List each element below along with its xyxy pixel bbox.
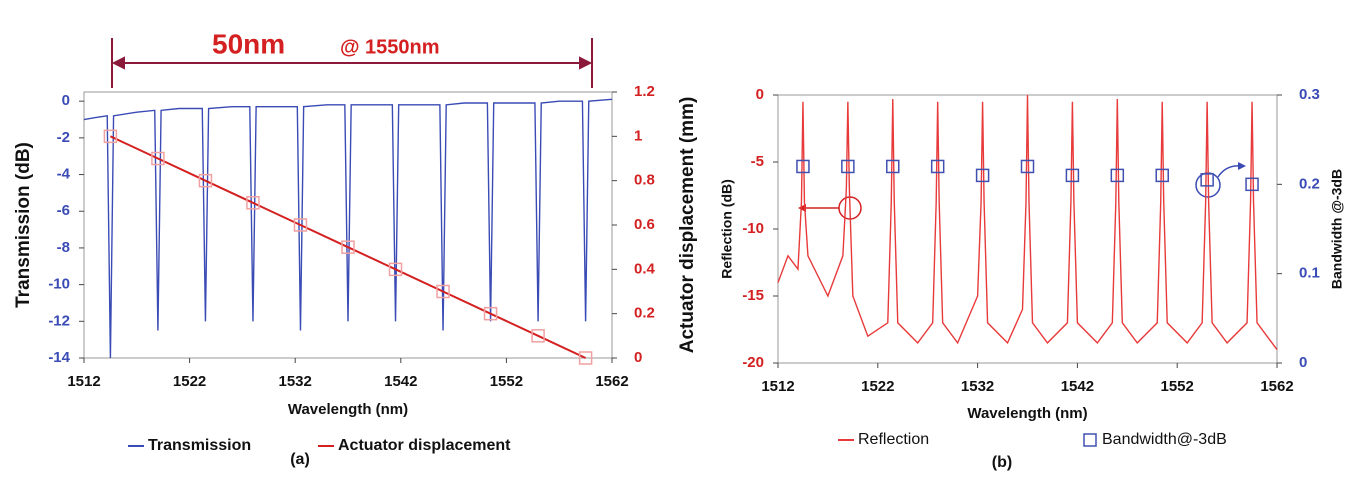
x-tick-label: 1562 — [595, 373, 628, 390]
y2-tick-label: 0.8 — [634, 172, 655, 189]
x-tick-label: 1522 — [861, 378, 894, 395]
y-tick-label: -10 — [742, 220, 764, 237]
y2-tick-label: 1 — [634, 127, 642, 144]
y2-tick-label: 0.4 — [634, 260, 656, 277]
x-tick-label: 1532 — [961, 378, 994, 395]
marker — [1245, 177, 1259, 192]
marker — [1200, 173, 1214, 187]
series-line — [83, 98, 613, 359]
legend-swatch — [1083, 433, 1097, 447]
y-tick-label: -2 — [57, 129, 70, 146]
marker — [1020, 159, 1035, 174]
marker — [198, 173, 213, 188]
marker — [841, 159, 855, 174]
y2-tick-label: 0 — [634, 349, 642, 366]
span-arrow — [111, 38, 593, 88]
legend-label: Actuator displacement — [338, 437, 511, 454]
x-tick-label: 1522 — [173, 373, 206, 390]
y-tick-label: -8 — [57, 239, 70, 256]
y-axis-label: Transmission (dB) — [13, 142, 34, 308]
marker — [1110, 168, 1125, 183]
marker — [930, 159, 945, 174]
marker — [796, 159, 810, 174]
marker — [151, 151, 165, 166]
series-line — [777, 94, 1278, 351]
y-tick-label: -10 — [48, 276, 70, 293]
x-axis-label: Wavelength (nm) — [967, 405, 1087, 422]
x-tick-label: 1552 — [1161, 378, 1194, 395]
y2-tick-label: 0.3 — [1299, 86, 1320, 103]
panel-label: (b) — [992, 454, 1012, 471]
y2-axis-label: Actuator displacement (mm) — [677, 97, 698, 354]
panel-label: (a) — [290, 451, 310, 468]
annotation: 50nm — [212, 28, 285, 59]
marker — [388, 262, 403, 277]
y-tick-label: -14 — [48, 349, 70, 366]
marker — [483, 306, 498, 321]
y2-tick-label: 0.1 — [1299, 265, 1320, 282]
marker — [578, 351, 593, 365]
marker — [886, 159, 900, 174]
y-axis-label: Reflection (dB) — [719, 179, 735, 279]
legend-label: Reflection — [858, 431, 929, 448]
marker — [975, 168, 990, 183]
y-tick-label: 0 — [756, 86, 764, 103]
marker — [103, 129, 118, 144]
y2-tick-label: 0.6 — [634, 216, 655, 233]
marker — [341, 240, 355, 254]
x-axis-label: Wavelength (nm) — [288, 401, 408, 418]
legend-label: Bandwidth@-3dB — [1102, 431, 1227, 448]
y-tick-label: -4 — [57, 166, 71, 183]
series-line — [109, 135, 587, 359]
x-tick-label: 1512 — [67, 373, 100, 390]
y2-axis-label: Bandwidth @-3dB — [1329, 169, 1345, 289]
y-tick-label: -15 — [742, 287, 764, 304]
marker — [246, 196, 260, 210]
marker — [1065, 168, 1080, 183]
marker — [1155, 168, 1169, 183]
y2-tick-label: 0.2 — [1299, 175, 1320, 192]
x-tick-label: 1542 — [384, 373, 417, 390]
marker — [531, 329, 545, 343]
y2-tick-label: 0.2 — [634, 305, 655, 322]
marker — [293, 218, 308, 232]
x-tick-label: 1542 — [1061, 378, 1094, 395]
x-tick-label: 1532 — [279, 373, 312, 390]
annotation-sub: @ 1550nm — [340, 36, 440, 58]
legend-label: Transmission — [148, 437, 251, 454]
y2-tick-label: 0 — [1299, 354, 1307, 371]
x-tick-label: 1512 — [761, 378, 794, 395]
y-tick-label: -20 — [742, 354, 764, 371]
y-tick-label: -12 — [48, 312, 70, 329]
y-tick-label: -6 — [57, 202, 70, 219]
x-tick-label: 1562 — [1260, 378, 1293, 395]
marker — [436, 284, 450, 299]
x-tick-label: 1552 — [490, 373, 523, 390]
y-tick-label: -5 — [751, 153, 764, 170]
y2-tick-label: 1.2 — [634, 83, 655, 100]
y-tick-label: 0 — [62, 92, 70, 109]
